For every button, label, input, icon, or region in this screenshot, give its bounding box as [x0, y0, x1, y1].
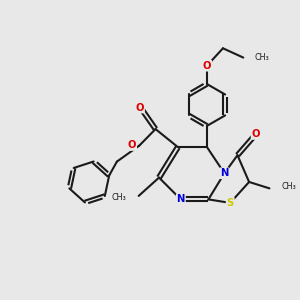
Text: N: N	[177, 194, 185, 204]
Text: CH₃: CH₃	[254, 52, 269, 62]
Text: O: O	[128, 140, 136, 150]
Text: O: O	[203, 61, 211, 71]
Text: S: S	[226, 198, 234, 208]
Text: O: O	[136, 103, 144, 112]
Text: CH₃: CH₃	[282, 182, 296, 191]
Text: N: N	[220, 168, 229, 178]
Text: CH₃: CH₃	[112, 193, 127, 202]
Text: O: O	[251, 129, 260, 139]
